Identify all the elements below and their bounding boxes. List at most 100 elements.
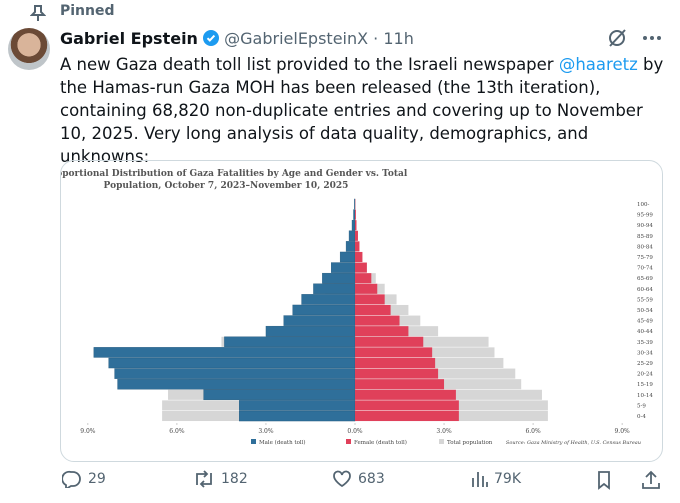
age-label: 40-44 [637,329,653,335]
male-bar [224,336,356,348]
x-tick-label: 0.0% [347,428,363,435]
chart-title: Population, October 7, 2023–November 10,… [104,181,349,191]
age-label: 75-79 [637,255,653,261]
bookmark-icon[interactable] [598,471,610,490]
views-icon [472,472,488,487]
age-label: 45-49 [637,319,653,325]
grok-icon[interactable] [609,30,625,46]
age-label: 80-84 [637,244,653,250]
male-bar [265,325,356,337]
male-bar [354,198,356,210]
text: A new Gaza death toll list provided to t… [60,55,559,74]
avatar[interactable] [8,28,50,70]
age-label: 30-34 [637,350,653,356]
author-handle[interactable]: @GabrielEpsteinX [224,29,369,48]
views-button[interactable]: 79K [470,470,521,488]
female-bar [355,347,433,358]
more-icon[interactable] [643,36,661,40]
verified-badge [203,30,220,46]
female-bar [355,304,391,316]
legend-swatch [346,439,351,444]
female-bar [355,220,357,231]
male-bar [117,378,356,390]
like-icon [333,470,351,488]
age-label: 15-19 [637,382,653,388]
female-bar [355,209,356,220]
age-label: 5-9 [637,403,646,409]
age-label: 0-4 [637,414,646,420]
separator: · [368,29,384,48]
pinned-label: Pinned [60,3,115,19]
views-count: 79K [494,471,521,487]
age-label: 50-54 [637,308,653,314]
male-bar [283,315,356,326]
header-icons [609,29,661,47]
share-icons [598,470,660,490]
age-label: 70-74 [637,266,653,272]
repost-button[interactable]: 182 [193,470,248,488]
age-label: 10-14 [637,393,653,399]
age-label: 90-94 [637,223,653,229]
male-bar [348,230,356,242]
legend-label: Total population [447,440,493,446]
age-label: 20-24 [637,372,653,378]
female-bar [355,336,424,347]
share-icon[interactable] [642,470,660,489]
male-bar [239,410,356,422]
age-label: 100- [637,202,649,208]
x-tick-label: 3.0% [436,428,452,435]
tweet-time[interactable]: 11h [383,29,414,48]
male-bar [351,219,356,231]
age-label: 60-64 [637,287,653,293]
male-bar [301,294,356,305]
x-tick-label: 3.0% [258,428,274,435]
legend-swatch [439,439,444,444]
male-bar [114,368,356,379]
male-bar [322,272,356,284]
pin-icon [30,5,46,21]
text: by the Hamas-run Gaza MOH has been relea… [60,55,664,166]
female-bar [355,273,372,284]
female-bar [355,368,439,379]
male-bar [239,400,356,411]
reply-count: 29 [88,471,106,487]
female-bar [355,294,385,305]
reply-icon [62,470,81,488]
female-bar [355,379,445,390]
female-bar [355,241,360,252]
legend-label: Female (death toll) [354,439,407,446]
legend-swatch [251,439,256,444]
male-bar [108,357,356,369]
male-bar [331,262,356,273]
chart-title: Proportional Distribution of Gaza Fatali… [61,169,408,179]
female-bar [355,410,459,422]
reply-button[interactable]: 29 [62,470,106,488]
tweet-header: Gabriel Epstein @GabrielEpsteinX · 11h [60,29,414,48]
x-tick-label: 6.0% [169,428,185,435]
x-tick-label: 9.0% [614,428,630,435]
x-tick-label: 6.0% [525,428,541,435]
male-bar [93,347,356,358]
chart-source: Source: Gaza Ministry of Health, U.S. Ce… [506,440,641,446]
mention[interactable]: @haaretz [558,55,638,74]
female-bar [355,262,367,273]
repost-count: 182 [221,471,248,487]
male-bar [339,251,356,263]
legend-label: Male (death toll) [259,439,306,446]
tweet-text: A new Gaza death toll list provided to t… [60,53,665,168]
female-bar [355,283,378,294]
repost-icon [196,470,212,488]
author-name[interactable]: Gabriel Epstein [60,29,198,48]
female-bar [355,315,400,326]
female-bar [355,326,409,337]
female-bar [355,400,459,411]
female-bar [355,230,358,241]
age-label: 25-29 [637,361,653,367]
like-button[interactable]: 683 [332,470,385,488]
male-bar [353,209,356,220]
male-bar [203,389,356,401]
age-label: 55-59 [637,297,653,303]
media-card[interactable]: Proportional Distribution of Gaza Fatali… [60,160,663,462]
female-bar [355,357,436,369]
